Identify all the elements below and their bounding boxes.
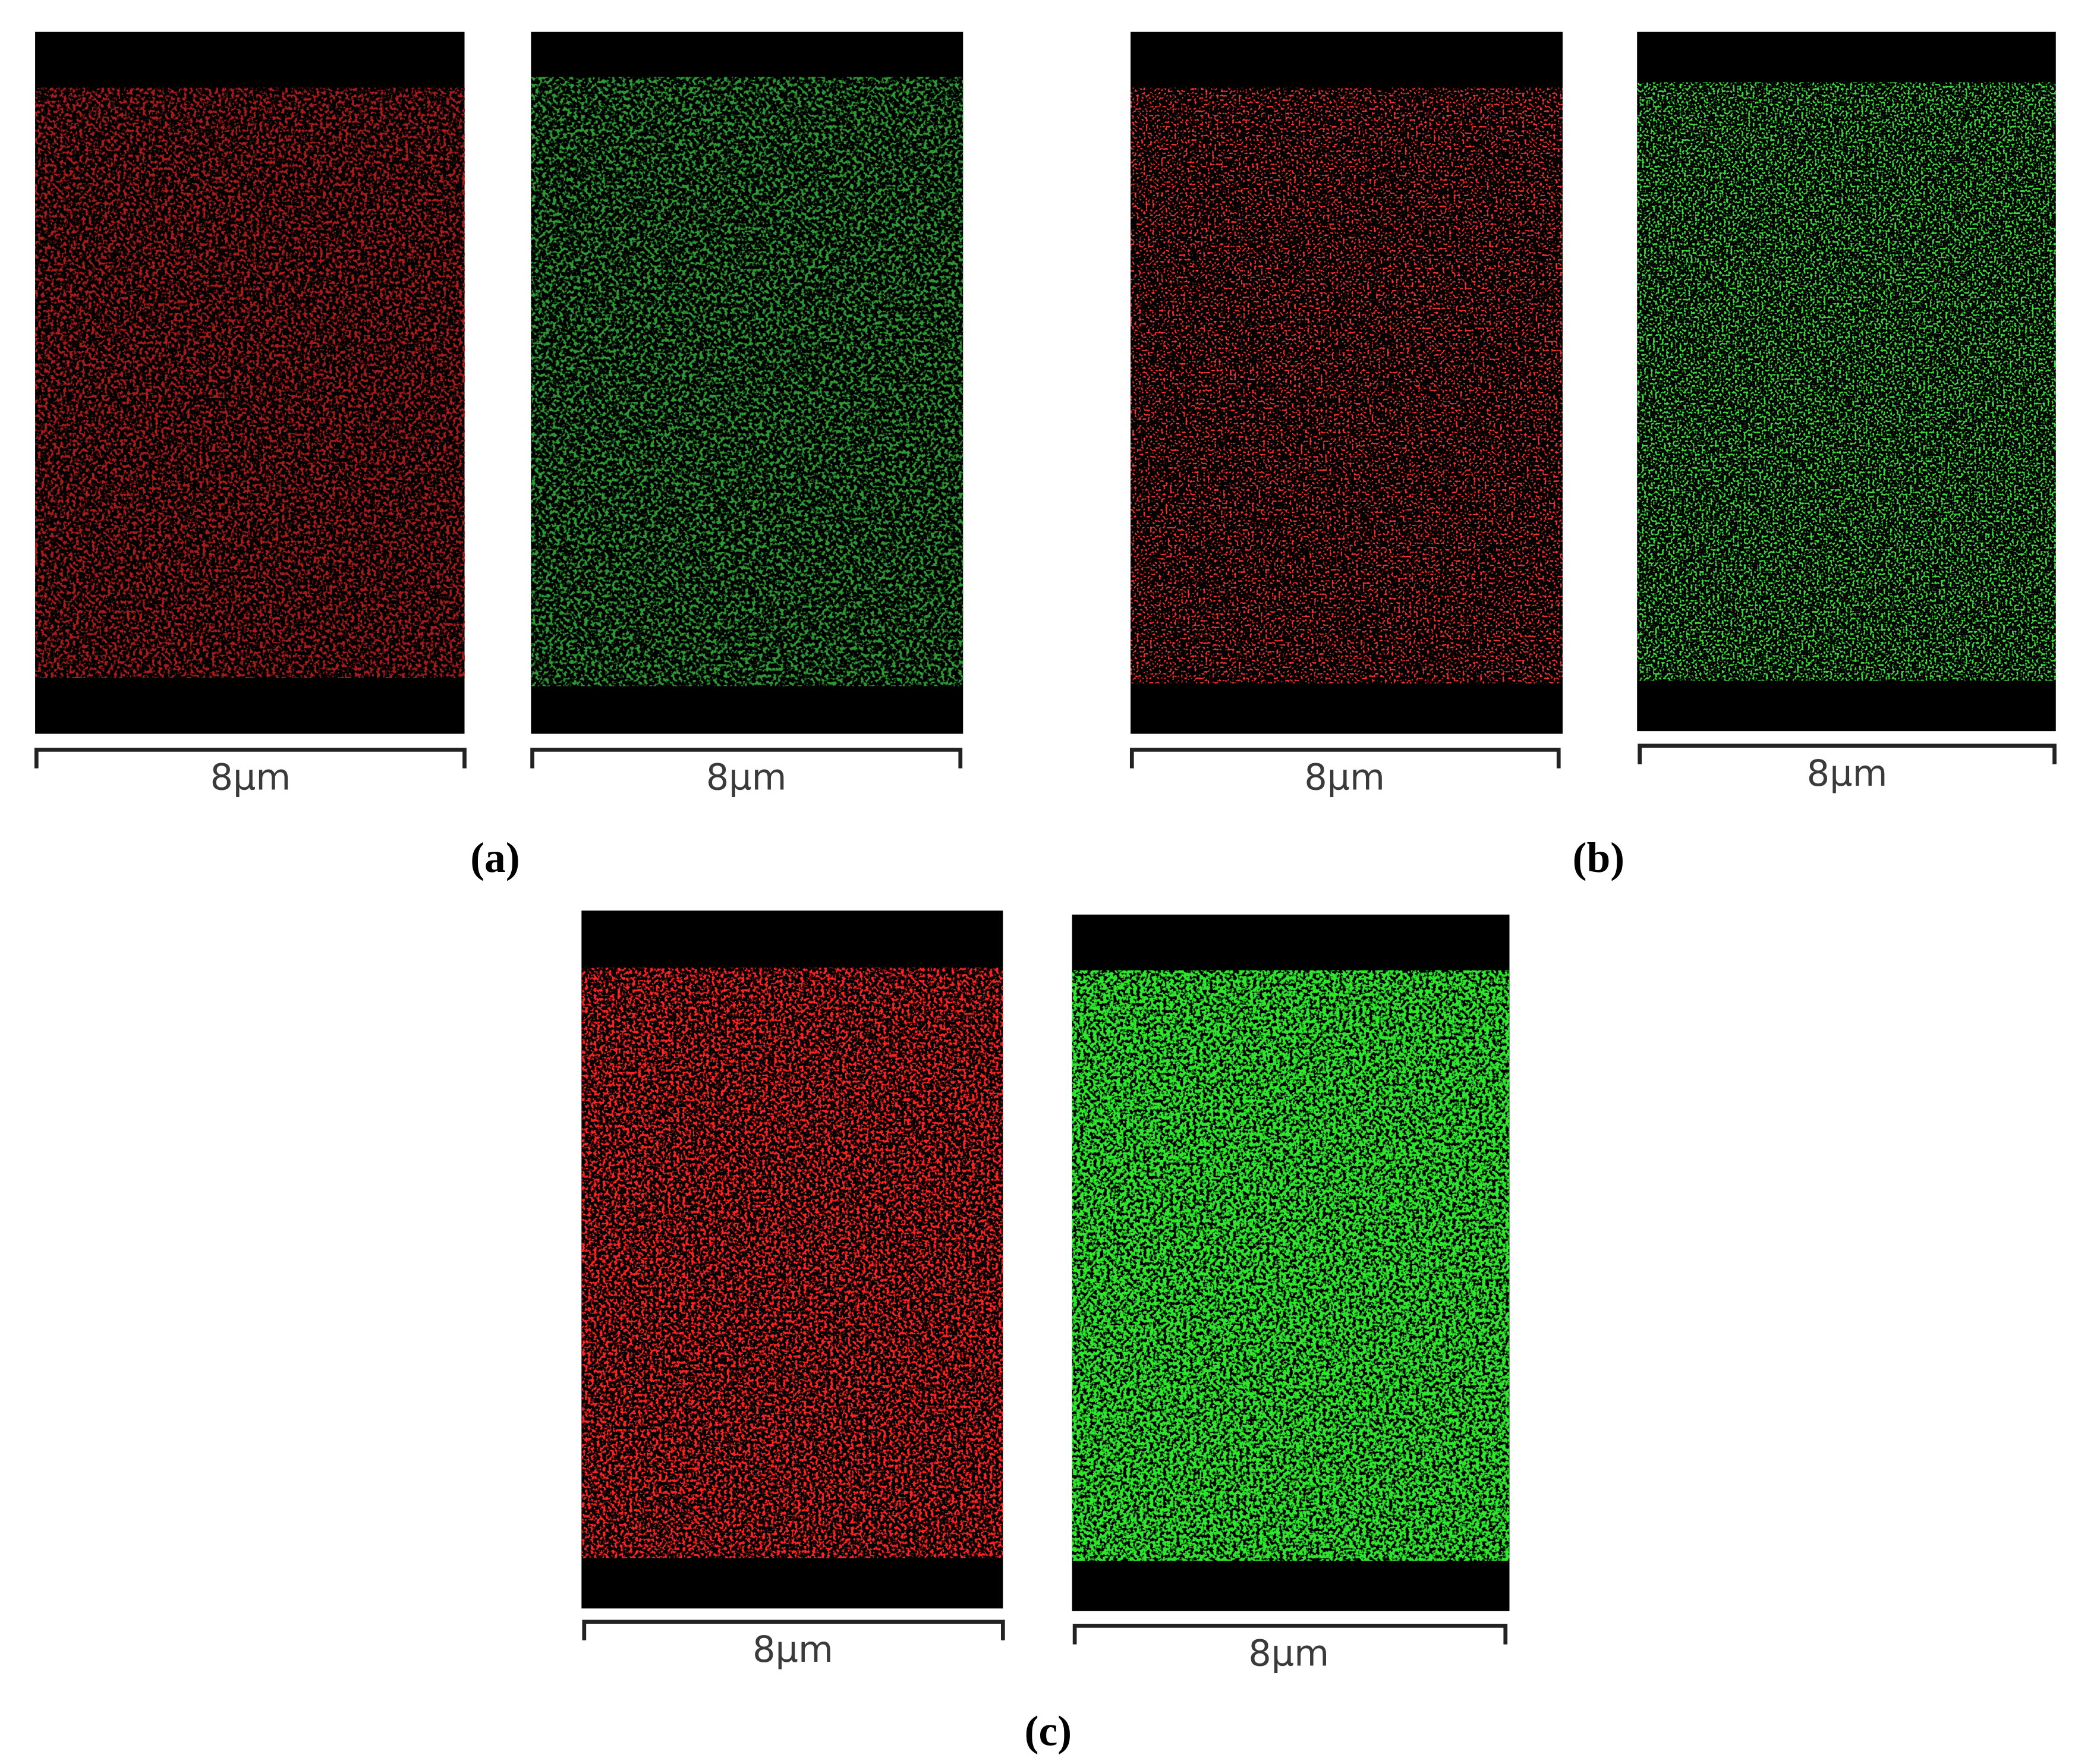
- scale-bar: [34, 748, 467, 768]
- element-map: [1131, 87, 1563, 683]
- element-map: [581, 968, 1003, 1558]
- map-panel: 8µm: [1129, 32, 1563, 799]
- scale-bar: [1129, 748, 1561, 768]
- scale-label: 8µm: [706, 757, 787, 799]
- map-panel: 8µm: [1072, 914, 1510, 1674]
- scale-bar: [1638, 744, 2057, 765]
- map-panel: 8µm: [1637, 32, 2057, 795]
- element-map: [35, 87, 465, 678]
- panel-label: (c): [1025, 1708, 1072, 1755]
- panel-label: (b): [1573, 834, 1624, 881]
- scale-label: 8µm: [752, 1629, 833, 1671]
- scale-label: 8µm: [1807, 753, 1888, 795]
- element-map: [1072, 970, 1510, 1561]
- map-panel: 8µm: [34, 32, 467, 799]
- scale-bar: [1072, 1624, 1508, 1645]
- scale-bar: [582, 1620, 1005, 1640]
- panel-label: (a): [470, 834, 519, 881]
- map-panel: 8µm: [581, 911, 1005, 1671]
- scale-label: 8µm: [1304, 757, 1385, 799]
- element-map: [1637, 82, 2056, 681]
- element-map: [531, 77, 963, 686]
- scale-bar: [530, 748, 963, 768]
- map-panel: 8µm: [530, 32, 963, 799]
- scale-label: 8µm: [210, 757, 291, 799]
- scale-label: 8µm: [1248, 1633, 1329, 1674]
